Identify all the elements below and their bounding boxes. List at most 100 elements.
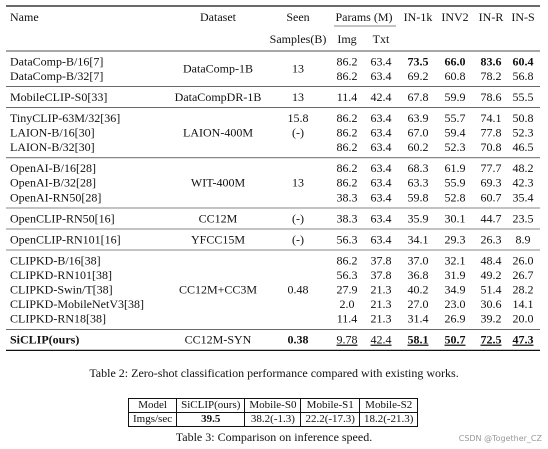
- header-cell: Params (M): [336, 10, 393, 24]
- seen-cell: 13: [292, 176, 304, 190]
- txt-cell: 63.4: [371, 125, 392, 139]
- header-cell: Mobile-S0: [244, 398, 302, 413]
- inv2-cell: 66.0: [445, 54, 466, 68]
- inv2-cell: 55.9: [445, 176, 466, 190]
- dataset-cell: DataComp-1B: [183, 62, 253, 76]
- img-cell: 38.3: [337, 190, 358, 204]
- inv2-cell: 60.8: [445, 69, 466, 83]
- img-cell: 86.2: [337, 125, 358, 139]
- inv2-cell: 61.9: [445, 161, 466, 175]
- img-cell: 86.2: [337, 54, 358, 68]
- inr-cell: 30.6: [481, 297, 502, 311]
- name-cell: OpenAI-B/16[28]: [10, 161, 96, 175]
- name-cell: OpenAI-B/32[28]: [10, 176, 96, 190]
- inv2-cell: 29.3: [445, 232, 466, 246]
- inr-cell: 60.7: [481, 190, 502, 204]
- header-cell: INV2: [441, 10, 468, 24]
- inr-cell: 72.5: [481, 333, 502, 347]
- seen-cell: (-): [292, 211, 304, 225]
- seen-cell: 13: [292, 62, 304, 76]
- inv2-cell: 23.0: [445, 297, 466, 311]
- dataset-cell: CC12M+CC3M: [179, 282, 257, 296]
- txt-cell: 63.4: [371, 232, 392, 246]
- img-cell: 11.4: [337, 90, 358, 104]
- inv2-cell: 52.3: [445, 140, 466, 154]
- txt-cell: 42.4: [371, 90, 392, 104]
- inr-cell: 39.2: [481, 312, 502, 326]
- img-cell: 27.9: [337, 282, 358, 296]
- in1k-cell: 63.9: [408, 111, 429, 125]
- img-cell: 86.2: [337, 253, 358, 267]
- inr-cell: 49.2: [481, 268, 502, 282]
- txt-cell: 63.4: [371, 69, 392, 83]
- dataset-cell: YFCC15M: [191, 232, 245, 246]
- in1k-cell: 40.2: [408, 282, 429, 296]
- txt-cell: 37.8: [371, 253, 392, 267]
- header-cell: IN-S: [511, 10, 534, 24]
- name-cell: OpenCLIP-RN50[16]: [10, 211, 115, 225]
- dataset-cell: WIT-400M: [191, 176, 246, 190]
- cell: 18.2(-21.3): [358, 412, 419, 427]
- header-cell: IN-R: [479, 10, 504, 24]
- name-cell: OpenCLIP-RN101[16]: [10, 232, 121, 246]
- ins-cell: 56.8: [513, 69, 534, 83]
- ins-cell: 14.1: [513, 297, 534, 311]
- dataset-cell: CC12M-SYN: [185, 333, 252, 347]
- ins-cell: 50.8: [513, 111, 534, 125]
- ins-cell: 20.0: [513, 312, 534, 326]
- inv2-cell: 34.9: [445, 282, 466, 296]
- inv2-cell: 52.8: [445, 190, 466, 204]
- txt-cell: 63.4: [371, 190, 392, 204]
- table-3: Model SiCLIP(ours) Mobile-S0 Mobile-S1 Mobil…: [127, 398, 419, 427]
- in1k-cell: 60.2: [408, 140, 429, 154]
- txt-cell: 21.3: [371, 282, 392, 296]
- txt-cell: 42.4: [371, 333, 392, 347]
- txt-cell: 63.4: [371, 161, 392, 175]
- dataset-cell: DataCompDR-1B: [175, 90, 262, 104]
- ins-cell: 28.2: [513, 282, 534, 296]
- name-cell: OpenAI-RN50[28]: [10, 190, 101, 204]
- inr-cell: 44.7: [481, 211, 502, 225]
- header-cell: SiCLIP(ours): [176, 398, 246, 413]
- name-cell: CLIPKD-Swin/T[38]: [10, 282, 113, 296]
- ins-cell: 35.4: [513, 190, 534, 204]
- header-cell: Mobile-S2: [358, 398, 419, 413]
- table-2-caption: Table 2: Zero-shot classification perfor…: [89, 366, 459, 380]
- inv2-cell: 59.9: [445, 90, 466, 104]
- txt-cell: 63.4: [371, 54, 392, 68]
- ins-cell: 60.4: [513, 54, 534, 68]
- inr-cell: 78.6: [481, 90, 502, 104]
- txt-cell: 63.4: [371, 211, 392, 225]
- ins-cell: 47.3: [513, 333, 534, 347]
- inr-cell: 70.8: [481, 140, 502, 154]
- name-cell: SiCLIP(ours): [10, 333, 79, 347]
- ins-cell: 46.5: [513, 140, 534, 154]
- seen-cell: (-): [292, 232, 304, 246]
- img-cell: 38.3: [337, 211, 358, 225]
- table-3-row: Imgs/sec 39.5 38.2(-1.3) 22.2(-17.3) 18.2(-2…: [127, 412, 419, 427]
- in1k-cell: 34.1: [408, 232, 429, 246]
- in1k-cell: 73.5: [408, 54, 429, 68]
- ins-cell: 26.0: [513, 253, 534, 267]
- seen-cell: 0.48: [288, 282, 309, 296]
- header-cell: Name: [10, 10, 39, 24]
- name-cell: DataComp-B/32[7]: [10, 69, 103, 83]
- cell: 38.2(-1.3): [244, 412, 302, 427]
- name-cell: LAION-B/16[30]: [10, 125, 95, 139]
- name-cell: TinyCLIP-63M/32[36]: [10, 111, 120, 125]
- inr-cell: 26.3: [481, 232, 502, 246]
- seen-cell: 0.38: [288, 333, 309, 347]
- watermark: CSDN @Together_CZ: [458, 434, 542, 443]
- seen-cell: 15.8: [288, 111, 309, 125]
- inr-cell: 51.4: [481, 282, 502, 296]
- img-cell: 9.78: [337, 333, 358, 347]
- in1k-cell: 37.0: [408, 253, 429, 267]
- txt-cell: 21.3: [371, 312, 392, 326]
- ins-cell: 8.9: [516, 232, 531, 246]
- in1k-cell: 27.0: [408, 297, 429, 311]
- img-cell: 86.2: [337, 176, 358, 190]
- in1k-cell: 67.0: [408, 125, 429, 139]
- ins-cell: 23.5: [513, 211, 534, 225]
- inr-cell: 77.8: [481, 125, 502, 139]
